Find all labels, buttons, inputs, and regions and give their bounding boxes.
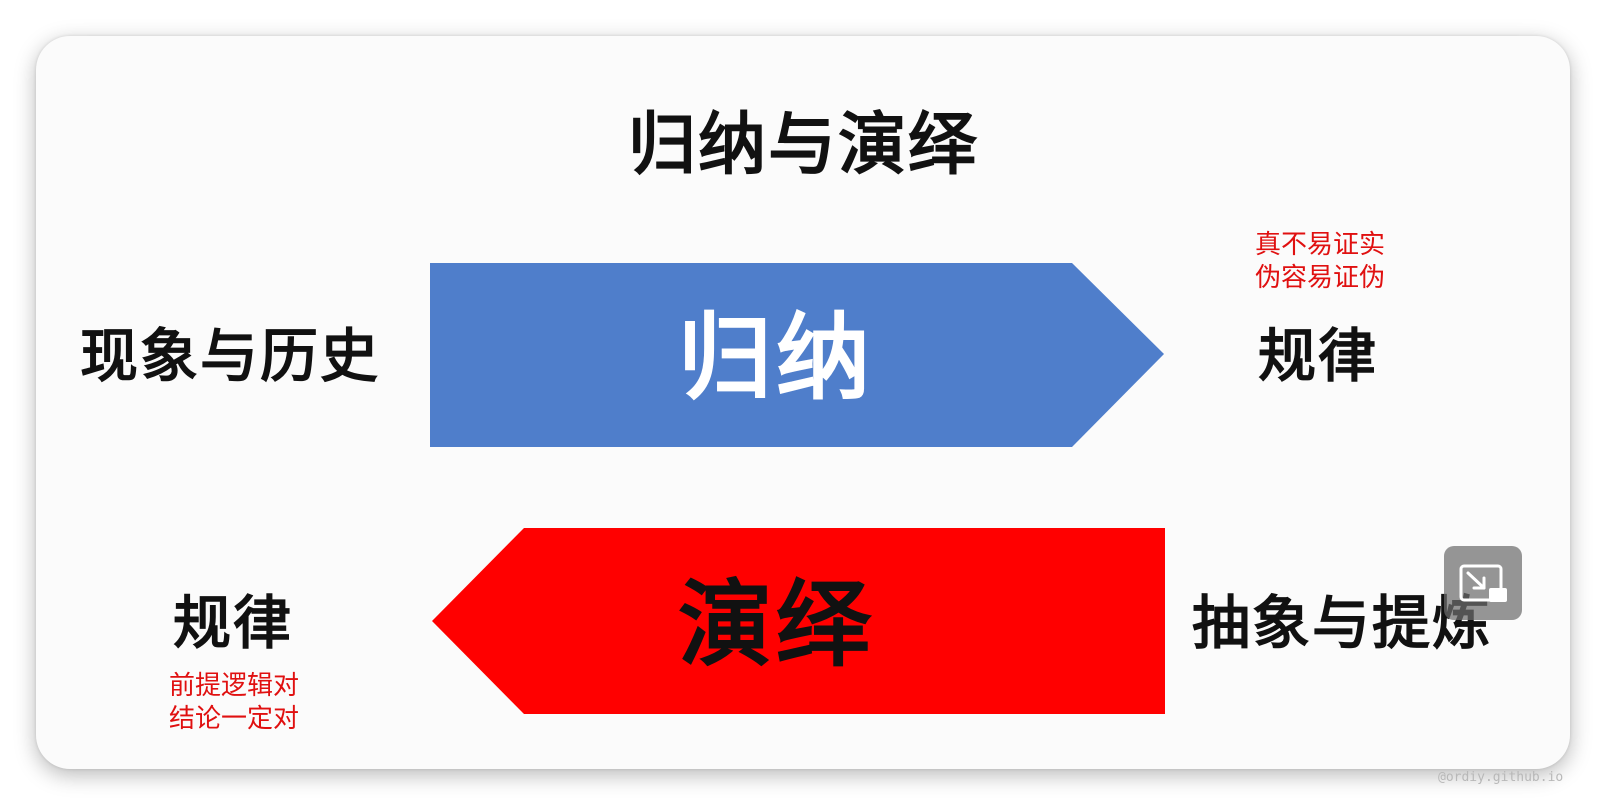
induction-arrow [430, 263, 1164, 447]
slide-frame: 归纳与演绎 归纳 演绎 现象与历史 真不易证实 伪容易证伪 规律 规律 前提逻辑… [36, 36, 1570, 769]
slide-title: 归纳与演绎 [627, 106, 978, 185]
deduction-arrow-label: 演绎 [677, 571, 874, 680]
deduction-result-label: 规律 [173, 589, 294, 657]
exit-picture-in-picture-icon [1459, 564, 1507, 602]
induction-note-line-1: 真不易证实 [1254, 230, 1385, 260]
watermark: @ordiy.github.io [1438, 770, 1564, 785]
exit-picture-in-picture-button[interactable] [1444, 546, 1522, 620]
induction-result-label: 规律 [1258, 322, 1379, 390]
induction-note-line-2: 伪容易证伪 [1254, 263, 1385, 293]
deduction-source-label: 抽象与提炼 [1192, 589, 1493, 657]
induction-arrow-label: 归纳 [677, 304, 874, 413]
deduction-note-line-1: 前提逻辑对 [168, 671, 299, 701]
deduction-note-line-2: 结论一定对 [168, 704, 299, 734]
arrows-layer [430, 263, 1165, 714]
induction-source-label: 现象与历史 [80, 322, 381, 390]
deduction-arrow [432, 528, 1165, 714]
